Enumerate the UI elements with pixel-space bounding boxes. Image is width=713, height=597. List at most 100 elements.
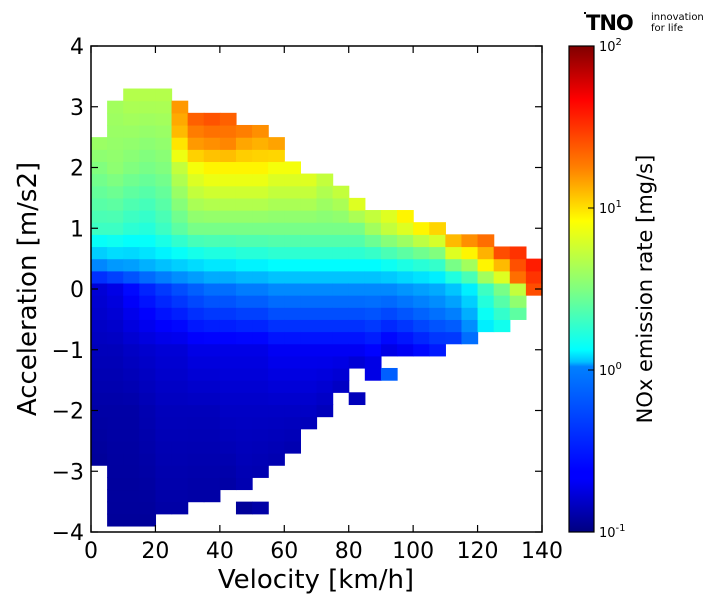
heatmap-cell	[219, 404, 237, 418]
heatmap-cell	[284, 380, 301, 393]
heatmap-cell	[300, 367, 318, 381]
heatmap-cell	[332, 246, 350, 260]
heatmap-cell	[155, 112, 173, 126]
heatmap-cell	[155, 404, 173, 418]
heatmap-cell	[461, 307, 479, 320]
heatmap-cell	[139, 295, 157, 308]
heatmap-cell	[91, 295, 108, 308]
heatmap-cell	[203, 270, 221, 284]
heatmap-cell	[107, 501, 124, 515]
heatmap-cell	[203, 258, 221, 272]
heatmap-cell	[235, 319, 253, 333]
heatmap-cell	[91, 343, 108, 357]
heatmap-cell	[139, 453, 157, 466]
heatmap-cell	[364, 307, 382, 320]
heatmap-cell	[252, 270, 269, 284]
heatmap-cell	[171, 197, 189, 211]
heatmap-cell	[413, 282, 430, 296]
heatmap-cell	[284, 355, 301, 369]
heatmap-cell	[155, 367, 173, 381]
heatmap-cell	[219, 173, 237, 187]
heatmap-cell	[413, 295, 430, 308]
heatmap-cell	[380, 295, 398, 308]
heatmap-cell	[187, 404, 205, 418]
heatmap-cell	[235, 428, 253, 442]
heatmap-cell	[203, 234, 221, 248]
heatmap-cell	[139, 367, 157, 381]
colorbar-frame	[568, 45, 595, 533]
heatmap-cell	[107, 404, 124, 418]
heatmap-cell	[252, 149, 269, 163]
heatmap-cell	[413, 319, 430, 333]
y-tick-label: 3	[70, 96, 84, 121]
heatmap-cell	[316, 197, 334, 211]
heatmap-cell	[252, 319, 269, 333]
heatmap-cell	[461, 270, 479, 284]
heatmap-cell	[139, 404, 157, 418]
heatmap-cell	[203, 137, 221, 150]
heatmap-cell	[123, 404, 140, 418]
heatmap-cell	[187, 161, 205, 175]
heatmap-cell	[316, 343, 334, 357]
heatmap-cell	[268, 343, 285, 357]
heatmap-cell	[300, 331, 318, 345]
heatmap-cell	[380, 222, 398, 235]
colorbar-tick-label: 100	[599, 361, 622, 379]
heatmap-cell	[123, 185, 140, 199]
heatmap-cell	[300, 392, 318, 406]
heatmap-cell	[268, 295, 285, 308]
heatmap-cell	[107, 161, 124, 175]
heatmap-cell	[284, 307, 301, 320]
heatmap-cell	[155, 222, 173, 235]
heatmap-cell	[509, 307, 527, 320]
heatmap-cell	[268, 319, 285, 333]
heatmap-cell	[300, 234, 318, 248]
heatmap-cell	[284, 343, 301, 357]
heatmap-cell	[171, 222, 189, 235]
heatmap-cell	[139, 416, 157, 430]
heatmap-cell	[91, 307, 108, 320]
heatmap-cell	[348, 295, 366, 308]
heatmap-cell	[107, 465, 124, 478]
heatmap-cell	[203, 161, 221, 175]
heatmap-cell	[107, 137, 124, 150]
heatmap-cell	[235, 501, 253, 515]
heatmap-cell	[171, 185, 189, 199]
heatmap-cell	[123, 307, 140, 320]
heatmap-cells	[91, 88, 543, 527]
heatmap-cell	[252, 282, 269, 296]
tno-logo: TNO innovation for life	[584, 11, 704, 35]
heatmap-cell	[252, 453, 269, 466]
heatmap-cell	[235, 307, 253, 320]
heatmap-cell	[348, 343, 366, 357]
heatmap-cell	[203, 319, 221, 333]
heatmap-cell	[445, 295, 463, 308]
heatmap-cell	[219, 270, 237, 284]
heatmap-cell	[123, 112, 140, 126]
heatmap-cell	[155, 137, 173, 150]
heatmap-cell	[380, 246, 398, 260]
heatmap-cell	[171, 210, 189, 223]
heatmap-cell	[171, 392, 189, 406]
logo-tagline-2: for life	[651, 23, 683, 34]
heatmap-cell	[203, 210, 221, 223]
heatmap-cell	[413, 222, 430, 235]
heatmap-cell	[203, 343, 221, 357]
heatmap-cell	[139, 88, 157, 102]
heatmap-cell	[364, 331, 382, 345]
heatmap-cell	[123, 513, 140, 527]
heatmap-cell	[268, 416, 285, 430]
heatmap-cell	[155, 331, 173, 345]
heatmap-cell	[91, 173, 108, 187]
logo-tagline-1: innovation	[651, 12, 704, 23]
heatmap-cell	[397, 319, 414, 333]
heatmap-cell	[477, 234, 495, 248]
heatmap-cell	[252, 197, 269, 211]
heatmap-cell	[219, 465, 237, 478]
heatmap-cell	[268, 185, 285, 199]
heatmap-cell	[107, 331, 124, 345]
heatmap-cell	[364, 246, 382, 260]
heatmap-cell	[252, 295, 269, 308]
heatmap-cell	[139, 380, 157, 393]
heatmap-cell	[397, 234, 414, 248]
